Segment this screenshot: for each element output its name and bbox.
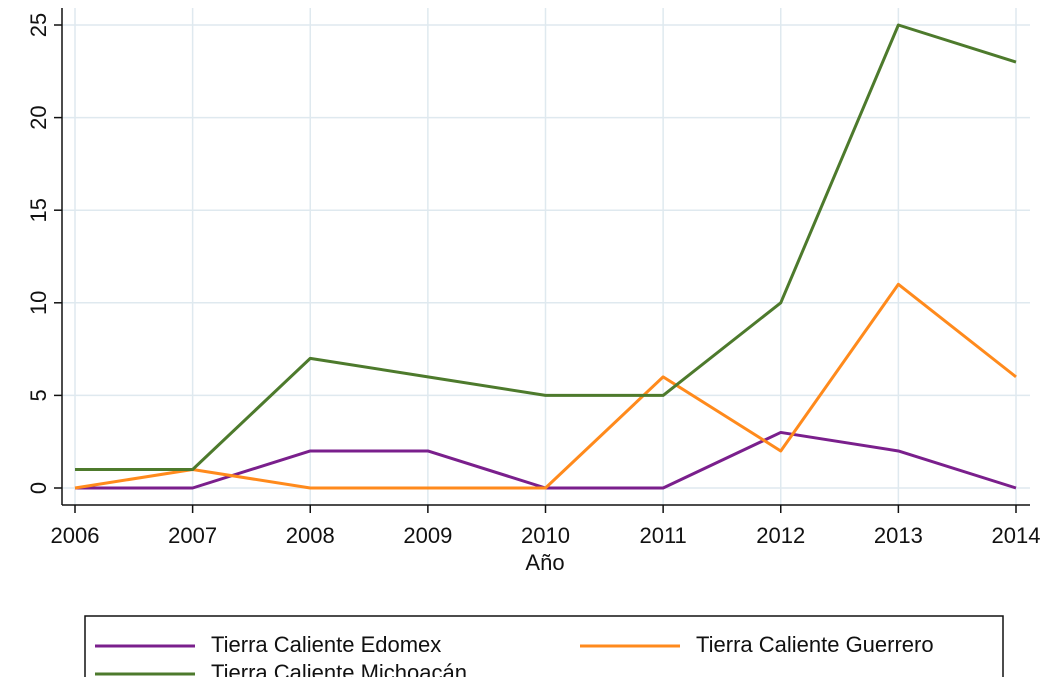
x-tick-label: 2010 [521, 523, 570, 548]
y-tick-label: 5 [26, 389, 51, 401]
series-line [75, 23, 1017, 471]
series-line [74, 282, 1017, 490]
x-tick-label: 2011 [639, 523, 686, 548]
legend-label: Tierra Caliente Guerrero [696, 632, 934, 657]
legend-box [84, 615, 1004, 677]
x-axis-label: Año [525, 550, 564, 575]
x-tick-label: 2006 [51, 523, 100, 548]
legend-label: Tierra Caliente Edomex [211, 632, 441, 657]
x-tick-label: 2012 [756, 523, 805, 548]
y-tick-label: 0 [26, 482, 51, 494]
x-tick-label: 2013 [874, 523, 923, 548]
y-tick-label: 25 [26, 13, 51, 37]
x-tick-label: 2008 [286, 523, 335, 548]
x-tick-label: 2009 [403, 523, 452, 548]
y-tick-label: 20 [26, 105, 51, 129]
x-tick-label: 2007 [168, 523, 217, 548]
legend-label: Tierra Caliente Michoacán [211, 660, 467, 677]
x-tick-label: 2014 [992, 523, 1041, 548]
y-tick-label: 15 [26, 198, 51, 222]
y-tick-label: 10 [26, 291, 51, 315]
